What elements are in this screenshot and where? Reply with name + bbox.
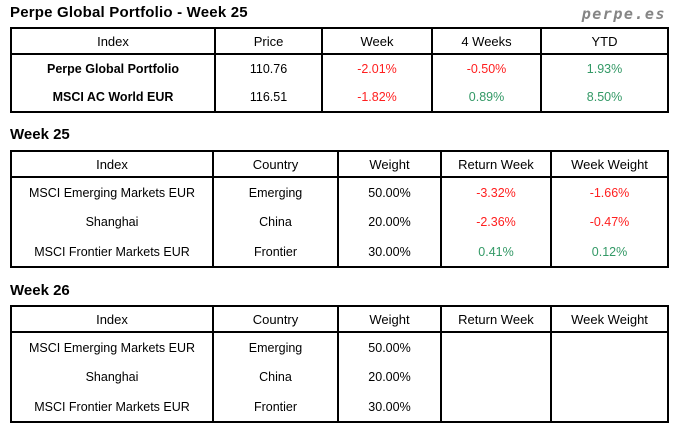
cell-4weeks-return: -0.50% <box>431 54 541 83</box>
column-header-country: Country <box>212 151 338 178</box>
cell-country: Emerging <box>212 177 338 207</box>
cell-index: MSCI Frontier Markets EUR <box>34 244 190 259</box>
cell-weight: 30.00% <box>337 237 441 267</box>
cell-weight: 50.00% <box>337 177 441 207</box>
week25-table: Index Country Weight Return Week Week We… <box>10 150 669 268</box>
cell-week-weight: -0.47% <box>550 207 668 237</box>
cell-return-week: 0.41% <box>440 237 551 267</box>
cell-index: Shanghai <box>85 215 139 229</box>
column-header-index: Index <box>11 306 213 333</box>
cell-weight: 20.00% <box>337 362 441 392</box>
cell-week-weight: -1.66% <box>550 177 668 207</box>
cell-index: Perpe Global Portfolio <box>47 62 179 76</box>
cell-week-return: -2.01% <box>321 54 432 83</box>
cell-country: China <box>212 207 338 237</box>
cell-weight: 20.00% <box>337 207 441 237</box>
portfolio-summary-table: Index Price Week 4 Weeks YTD Perpe Globa… <box>10 27 669 113</box>
column-header-price: Price <box>214 28 322 55</box>
cell-week-weight-empty <box>550 392 668 422</box>
week25-heading: Week 25 <box>10 126 70 143</box>
cell-country: Frontier <box>212 237 338 267</box>
table-row: MSCI Emerging Markets EUR Emerging 50.00… <box>11 332 668 362</box>
column-header-weight: Weight <box>337 306 441 333</box>
table-row: Shanghai China 20.00% <box>11 362 668 392</box>
cell-country: Frontier <box>212 392 338 422</box>
cell-4weeks-return: 0.89% <box>431 83 541 112</box>
cell-index: MSCI Emerging Markets EUR <box>28 185 195 200</box>
cell-return-week: -2.36% <box>440 207 551 237</box>
column-header-weight: Weight <box>337 151 441 178</box>
column-header-week: Week <box>321 28 432 55</box>
cell-week-weight-empty <box>550 362 668 392</box>
cell-weight: 50.00% <box>337 332 441 362</box>
cell-index: MSCI AC World EUR <box>52 90 174 104</box>
cell-index: MSCI Frontier Markets EUR <box>34 399 190 414</box>
header-row: Index Country Weight Return Week Week We… <box>11 151 668 178</box>
cell-week-weight: 0.12% <box>550 237 668 267</box>
column-header-index: Index <box>11 28 215 55</box>
cell-ytd-return: 1.93% <box>540 54 668 83</box>
week26-table: Index Country Weight Return Week Week We… <box>10 305 669 423</box>
column-header-country: Country <box>212 306 338 333</box>
cell-country: China <box>212 362 338 392</box>
table-row: MSCI Emerging Markets EUR Emerging 50.00… <box>11 177 668 207</box>
cell-return-week: -3.32% <box>440 177 551 207</box>
table-row: MSCI Frontier Markets EUR Frontier 30.00… <box>11 237 668 267</box>
table-row: MSCI AC World EUR 116.51 -1.82% 0.89% 8.… <box>11 83 668 112</box>
header-row: Index Country Weight Return Week Week We… <box>11 306 668 333</box>
column-header-return-week: Return Week <box>440 306 551 333</box>
table-row: Shanghai China 20.00% -2.36% -0.47% <box>11 207 668 237</box>
brand-link[interactable]: perpe.es <box>581 5 666 23</box>
cell-index: Shanghai <box>85 370 139 384</box>
cell-return-week-empty <box>440 392 551 422</box>
column-header-week-weight: Week Weight <box>550 151 668 178</box>
cell-week-return: -1.82% <box>321 83 432 112</box>
column-header-4weeks: 4 Weeks <box>431 28 541 55</box>
cell-return-week-empty <box>440 362 551 392</box>
cell-index: MSCI Emerging Markets EUR <box>28 340 195 355</box>
header-row: Index Price Week 4 Weeks YTD <box>11 28 668 55</box>
cell-week-weight-empty <box>550 332 668 362</box>
cell-price: 110.76 <box>214 54 322 83</box>
table-row: MSCI Frontier Markets EUR Frontier 30.00… <box>11 392 668 422</box>
cell-price: 116.51 <box>214 83 322 112</box>
week26-heading: Week 26 <box>10 282 70 299</box>
cell-country: Emerging <box>212 332 338 362</box>
cell-weight: 30.00% <box>337 392 441 422</box>
column-header-return-week: Return Week <box>440 151 551 178</box>
cell-ytd-return: 8.50% <box>540 83 668 112</box>
page-title: Perpe Global Portfolio - Week 25 <box>10 4 248 21</box>
column-header-ytd: YTD <box>540 28 668 55</box>
column-header-week-weight: Week Weight <box>550 306 668 333</box>
cell-return-week-empty <box>440 332 551 362</box>
table-row: Perpe Global Portfolio 110.76 -2.01% -0.… <box>11 54 668 83</box>
column-header-index: Index <box>11 151 213 178</box>
